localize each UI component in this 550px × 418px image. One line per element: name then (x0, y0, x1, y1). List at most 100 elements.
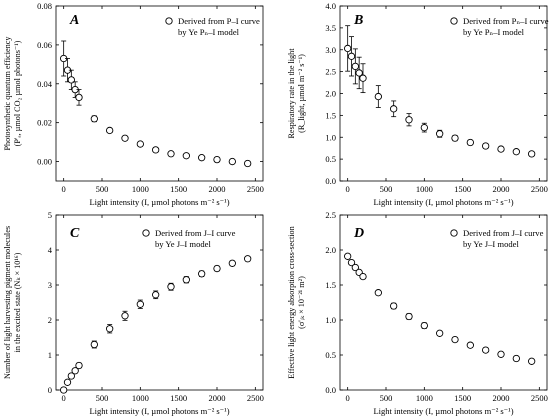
data-point-b (355, 69, 363, 77)
y-tick-label-b: 3.5 (325, 23, 336, 33)
y-tick-label-b: 0.5 (325, 154, 336, 164)
data-point-b (482, 142, 490, 150)
data-point-a (75, 93, 83, 102)
data-point-c (121, 312, 129, 320)
x-tick-label-d: 2500 (531, 393, 548, 403)
data-point-d (528, 357, 536, 365)
y-tick-label-a: 0.06 (37, 40, 52, 50)
data-point-a (198, 154, 206, 162)
data-point-a (228, 157, 236, 166)
data-point-b (351, 62, 359, 71)
y-tick-label-c: 5 (48, 210, 52, 220)
data-point-d (451, 335, 459, 344)
x-tick-label-a: 500 (96, 184, 109, 194)
x-tick-label-c: 2000 (209, 393, 226, 403)
x-tick-label-c: 1500 (170, 393, 187, 403)
data-point-d (390, 302, 398, 310)
data-point-a (213, 155, 221, 164)
x-tick-label-d: 1500 (454, 393, 471, 403)
x-tick-label-c: 0 (62, 393, 66, 403)
legend-marker-a (165, 17, 173, 25)
data-point-b (374, 92, 382, 101)
data-point-a (106, 126, 114, 135)
x-tick-label-d: 2000 (493, 393, 510, 403)
x-tick-label-b: 500 (380, 184, 393, 194)
y-tick-label-b: 2.5 (325, 67, 336, 77)
y-tick-label-d: 1.5 (325, 280, 336, 290)
x-tick-label-b: 1000 (416, 184, 433, 194)
data-point-b (512, 148, 520, 156)
y-axis-label-a-line2: (P'ₐ, µmol CO₂ µmol photons⁻¹) (13, 40, 22, 146)
panel-label-c: C (70, 226, 80, 241)
data-point-b (405, 116, 413, 124)
y-tick-label-c: 2 (48, 315, 52, 325)
data-point-b (436, 130, 444, 138)
x-tick-label-b: 2000 (493, 184, 510, 194)
data-point-b (497, 145, 505, 153)
data-point-c (71, 367, 79, 375)
data-point-c (67, 372, 75, 380)
y-tick-label-b: 3.0 (325, 45, 336, 55)
data-point-d (359, 272, 367, 281)
data-point-d (344, 252, 352, 260)
data-point-c (198, 270, 206, 278)
x-axis-label-a: Light intensity (I, µmol photons m⁻² s⁻¹… (89, 197, 229, 207)
y-tick-label-b: 1.5 (325, 110, 336, 120)
data-point-a (152, 146, 160, 154)
legend-d-line1: Derived from J–I curve (463, 228, 544, 238)
data-point-a (136, 140, 144, 148)
y-axis-label-d-line1: Effective light energy absorption cross-… (287, 226, 296, 379)
y-tick-label-c: 1 (48, 350, 52, 360)
y-tick-label-a: 0.02 (37, 118, 52, 128)
data-point-b (420, 123, 428, 132)
x-tick-label-c: 2500 (247, 393, 264, 403)
y-tick-label-d: 2.0 (325, 245, 336, 255)
y-tick-label-b: 4.0 (325, 1, 336, 11)
x-tick-label-b: 2500 (531, 184, 548, 194)
y-tick-label-b: 0.0 (325, 176, 336, 186)
x-tick-label-a: 2500 (247, 184, 264, 194)
data-point-d (405, 312, 413, 321)
data-point-d (482, 346, 490, 354)
y-tick-label-c: 0 (48, 385, 52, 395)
y-tick-label-d: 2.5 (325, 210, 336, 220)
y-tick-label-c: 3 (48, 280, 52, 290)
data-point-a (121, 134, 129, 142)
data-point-c (90, 340, 98, 349)
x-tick-label-d: 0 (346, 393, 350, 403)
y-tick-label-d: 0.0 (325, 385, 336, 395)
data-point-b (359, 74, 367, 82)
legend-c-line1: Derived from J–I curve (155, 228, 236, 238)
data-point-b (390, 105, 398, 113)
data-point-a (244, 159, 252, 168)
panel-label-b: B (353, 13, 363, 28)
data-point-c (182, 276, 190, 284)
legend-c-line2: by Ye J–I model (155, 239, 211, 249)
y-axis-label-a-line1: Photosynthetic quantum efficiency (3, 36, 12, 151)
data-point-c (167, 283, 175, 291)
y-axis-label-c-line2: in the excited state (Nₖ × 10¹⁶) (13, 252, 22, 352)
x-tick-label-c: 500 (96, 393, 109, 403)
y-tick-label-a: 0.08 (37, 1, 52, 11)
data-point-c (75, 361, 83, 370)
x-axis-label-c: Light intensity (I, µmol photons m⁻² s⁻¹… (89, 406, 229, 416)
data-point-d (512, 354, 520, 363)
y-axis-label-b-line2: (R_light, µmol m⁻² s⁻¹) (297, 54, 306, 133)
legend-a-line2: by Ye Pₙ–I model (178, 27, 240, 37)
data-point-a (182, 152, 190, 160)
x-tick-label-c: 1000 (132, 393, 149, 403)
data-point-d (374, 289, 382, 297)
data-point-d (351, 263, 359, 272)
legend-marker-d (450, 229, 458, 237)
data-point-c (152, 291, 160, 299)
panel-label-d: D (353, 226, 364, 241)
x-axis-label-d: Light intensity (I, µmol photons m⁻² s⁻¹… (373, 406, 513, 416)
x-tick-label-a: 0 (62, 184, 66, 194)
legend-a-line1: Derived from P–I curve (178, 16, 260, 26)
data-point-b (528, 150, 536, 158)
x-axis-label-b: Light intensity (I, µmol photons m⁻² s⁻¹… (373, 197, 513, 207)
plot-frame-d (339, 214, 548, 391)
y-tick-label-d: 0.5 (325, 350, 336, 360)
plot-frame-c (55, 214, 264, 391)
